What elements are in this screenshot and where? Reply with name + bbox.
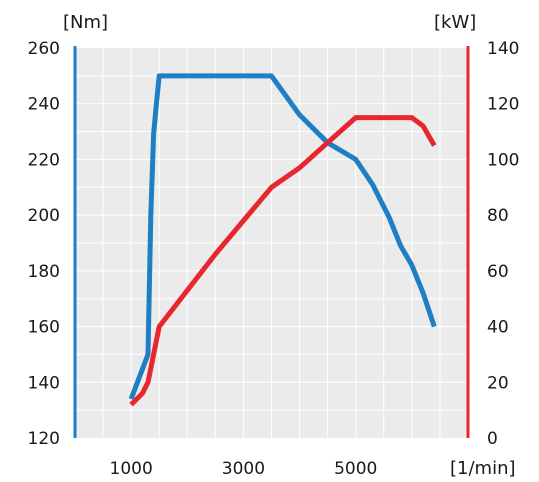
left-tick-label: 160 — [28, 318, 60, 338]
right-tick-label: 60 — [487, 262, 509, 282]
left-tick-label: 200 — [28, 206, 60, 226]
right-tick-label: 20 — [487, 373, 509, 393]
left-tick-label: 120 — [28, 429, 60, 449]
x-axis-unit: [1/min] — [450, 458, 516, 478]
tick-labels: 120 140 160 180 200 220 240 260 0 20 40 60 80 100 120 1… — [28, 39, 520, 479]
right-axis-unit: [kW] — [434, 12, 476, 33]
left-tick-label: 260 — [28, 39, 60, 59]
left-tick-label: 140 — [28, 373, 60, 393]
left-tick-label: 220 — [28, 150, 60, 170]
series-layer — [128, 73, 437, 407]
x-tick-label: 3000 — [222, 459, 265, 478]
left-tick-label: 180 — [28, 262, 60, 282]
right-tick-label: 0 — [487, 429, 498, 449]
power-curve-line — [129, 115, 437, 407]
x-tick-label: 5000 — [334, 459, 377, 478]
right-tick-label: 140 — [487, 39, 519, 59]
right-tick-label: 40 — [487, 318, 509, 338]
right-tick-label: 80 — [487, 206, 509, 226]
right-tick-label: 120 — [487, 95, 519, 115]
left-axis-unit: [Nm] — [63, 12, 108, 33]
right-tick-label: 100 — [487, 150, 519, 170]
torque-curve-line — [128, 73, 437, 400]
left-tick-label: 240 — [28, 95, 60, 115]
x-tick-label: 1000 — [110, 459, 153, 478]
